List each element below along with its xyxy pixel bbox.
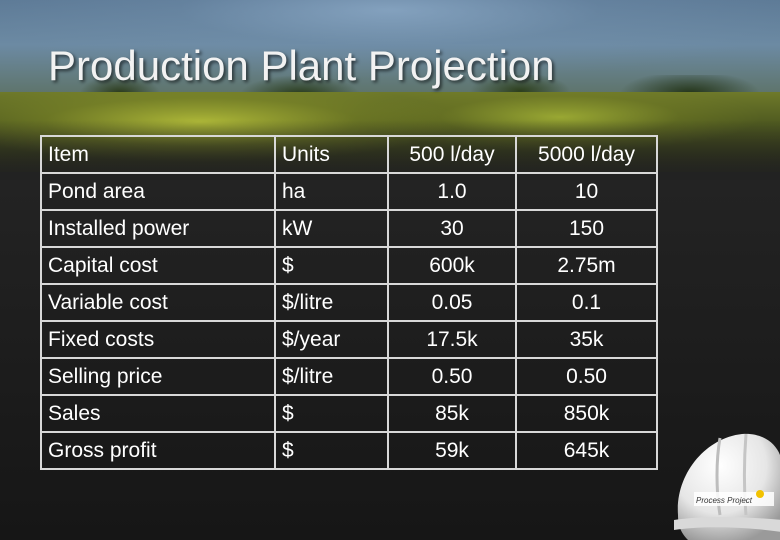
row-units: $ bbox=[274, 394, 389, 433]
table-header-row: Item Units 500 l/day 5000 l/day bbox=[40, 135, 658, 174]
row-value-500: 17.5k bbox=[387, 320, 517, 359]
row-item: Sales bbox=[40, 394, 276, 433]
row-value-500: 30 bbox=[387, 209, 517, 248]
row-value-5000: 35k bbox=[515, 320, 658, 359]
row-item: Installed power bbox=[40, 209, 276, 248]
row-item: Gross profit bbox=[40, 431, 276, 470]
table-row: Fixed costs $/year 17.5k 35k bbox=[40, 320, 658, 359]
row-units: $/litre bbox=[274, 357, 389, 396]
header-item: Item bbox=[40, 135, 276, 174]
row-units: $ bbox=[274, 246, 389, 285]
row-item: Pond area bbox=[40, 172, 276, 211]
row-value-5000: 850k bbox=[515, 394, 658, 433]
header-500: 500 l/day bbox=[387, 135, 517, 174]
slide-title: Production Plant Projection bbox=[48, 42, 555, 89]
table-row: Selling price $/litre 0.50 0.50 bbox=[40, 357, 658, 396]
projection-table: Item Units 500 l/day 5000 l/day Pond are… bbox=[40, 135, 658, 470]
row-value-500: 59k bbox=[387, 431, 517, 470]
row-units: ha bbox=[274, 172, 389, 211]
row-value-500: 1.0 bbox=[387, 172, 517, 211]
header-units: Units bbox=[274, 135, 389, 174]
header-5000: 5000 l/day bbox=[515, 135, 658, 174]
row-item: Variable cost bbox=[40, 283, 276, 322]
row-item: Selling price bbox=[40, 357, 276, 396]
row-item: Capital cost bbox=[40, 246, 276, 285]
table-row: Gross profit $ 59k 645k bbox=[40, 431, 658, 470]
logo-text: Process Project bbox=[696, 496, 753, 505]
row-units: kW bbox=[274, 209, 389, 248]
row-value-500: 85k bbox=[387, 394, 517, 433]
row-value-500: 0.50 bbox=[387, 357, 517, 396]
row-value-5000: 0.50 bbox=[515, 357, 658, 396]
row-value-5000: 150 bbox=[515, 209, 658, 248]
row-item: Fixed costs bbox=[40, 320, 276, 359]
row-value-500: 0.05 bbox=[387, 283, 517, 322]
table-row: Installed power kW 30 150 bbox=[40, 209, 658, 248]
table-row: Sales $ 85k 850k bbox=[40, 394, 658, 433]
row-units: $/year bbox=[274, 320, 389, 359]
row-value-5000: 645k bbox=[515, 431, 658, 470]
table-row: Capital cost $ 600k 2.75m bbox=[40, 246, 658, 285]
row-value-500: 600k bbox=[387, 246, 517, 285]
hard-hat-icon: Process Project bbox=[674, 433, 780, 540]
row-value-5000: 2.75m bbox=[515, 246, 658, 285]
row-units: $/litre bbox=[274, 283, 389, 322]
row-value-5000: 10 bbox=[515, 172, 658, 211]
row-units: $ bbox=[274, 431, 389, 470]
table-row: Variable cost $/litre 0.05 0.1 bbox=[40, 283, 658, 322]
row-value-5000: 0.1 bbox=[515, 283, 658, 322]
table-row: Pond area ha 1.0 10 bbox=[40, 172, 658, 211]
